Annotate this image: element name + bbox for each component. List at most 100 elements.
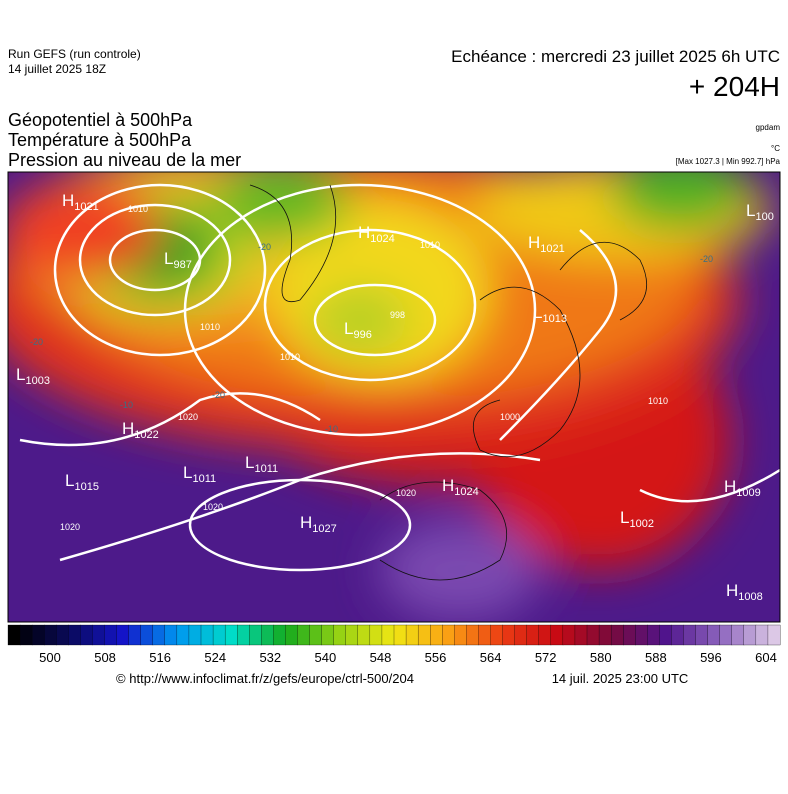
colorbar-label: 540 [315,650,337,665]
colorbar-swatch [538,624,552,646]
colorbar-swatch [683,624,697,646]
pressure-value: 1021 [74,201,98,213]
colorbar-swatch [200,624,214,646]
colorbar-swatch [333,624,347,646]
pressure-center: L987 [164,249,192,271]
colorbar-swatch [321,624,335,646]
pressure-center: L996 [344,319,372,341]
temperature-label: -10 [325,424,338,434]
colorbar-swatch [140,624,154,646]
forecast: Echéance : mercredi 23 juillet 2025 6h U… [451,47,780,66]
colorbar-swatch [128,624,142,646]
pressure-center: H1027 [300,513,337,535]
colorbar-swatch [56,624,69,646]
pressure-center: L1013 [533,303,567,325]
colorbar-swatch [369,624,383,646]
colorbar-swatch [586,624,600,646]
colorbar-label: 604 [755,650,777,665]
pressure-letter: H [122,419,134,438]
colorbar-label: 564 [480,650,502,665]
colorbar-swatch [695,624,709,646]
pressure-letter: L [245,453,254,472]
colorbar-swatch [502,624,516,646]
contour-label: 1010 [648,396,668,406]
pressure-center: L100 [746,201,774,223]
colorbar-swatch [285,624,298,646]
colorbar-label: 516 [149,650,171,665]
minmax: [Max 1027.3 | Min 992.7] hPa [676,157,781,166]
colorbar-label: 572 [535,650,557,665]
colorbar-swatch [237,624,250,646]
colorbar-swatch [7,624,21,646]
colorbar-swatch [647,624,660,646]
colorbar-swatch [405,624,419,646]
colorbar-swatch [767,624,781,646]
pressure-center: H1021 [528,233,565,255]
pressure-value: 996 [353,329,371,341]
colorbar-swatch [188,624,202,646]
map [8,172,780,622]
contour-label: 1010 [200,322,220,332]
colorbar-swatch [526,624,540,646]
colorbar-swatch [466,624,479,646]
contour-label: 1000 [500,412,520,422]
run: Run GEFS (run controle) [8,47,141,61]
colorbar-swatch [309,624,323,646]
colorbar-swatch [490,624,504,646]
pressure-value: 1011 [254,463,278,475]
colorbar-swatch [454,624,467,646]
colorbar-swatch [249,624,262,646]
colorbar-swatch [176,624,190,646]
colorbar-swatch [44,624,57,646]
forecast-hour: + 204H [689,71,780,102]
colorbar-swatch [430,624,443,646]
colorbar-swatch [80,624,93,646]
temperature-label: -10 [120,400,133,410]
pressure-center: H1024 [358,223,395,245]
temperature-label: -20 [258,242,271,252]
temperature-label: -20 [700,254,713,264]
title: Géopotentiel à 500hPa [8,110,193,130]
colorbar-swatch [598,624,612,646]
contour-label: 1010 [128,204,148,214]
colorbar-swatch [562,624,576,646]
colorbar-swatch [719,624,733,646]
contour-label: 1020 [396,488,416,498]
colorbar-swatch [116,624,130,646]
pressure-letter: H [724,477,736,496]
pressure-letter: L [183,463,192,482]
pressure-value: 1015 [74,481,98,493]
pressure-center: L1003 [16,365,50,387]
colorbar-swatch [224,624,238,646]
pressure-letter: H [62,191,74,210]
pressure-letter: H [300,513,312,532]
colorbar-swatch [478,624,491,646]
pressure-letter: L [533,303,542,322]
pressure-letter: H [358,223,370,242]
run-date: 14 juillet 2025 18Z [8,62,106,76]
unit: °C [771,144,780,153]
colorbar-swatch [68,624,81,646]
pressure-value: 1008 [738,591,762,603]
colorbar-label: 580 [590,650,612,665]
colorbar-label: 500 [39,650,61,665]
colorbar-swatch [550,624,564,646]
colorbar-label: 556 [425,650,447,665]
colorbar-label: 532 [259,650,281,665]
colorbar-swatch [731,624,745,646]
pressure-center: H1024 [442,476,479,498]
pressure-center: H1022 [122,419,159,441]
contour-label: 1010 [420,240,440,250]
colorbar-swatch [31,624,45,646]
generated: 14 juil. 2025 23:00 UTC [552,671,689,686]
pressure-value: 1024 [454,486,478,498]
pressure-value: 987 [173,259,191,271]
pressure-center: H1021 [62,191,99,213]
colorbar-swatch [623,624,636,646]
colorbar-swatch [417,624,431,646]
pressure-letter: L [16,365,25,384]
colorbar-swatch [345,624,359,646]
map-frame [7,171,781,623]
pressure-value: 1002 [629,518,653,530]
pressure-center: H1008 [726,581,763,603]
